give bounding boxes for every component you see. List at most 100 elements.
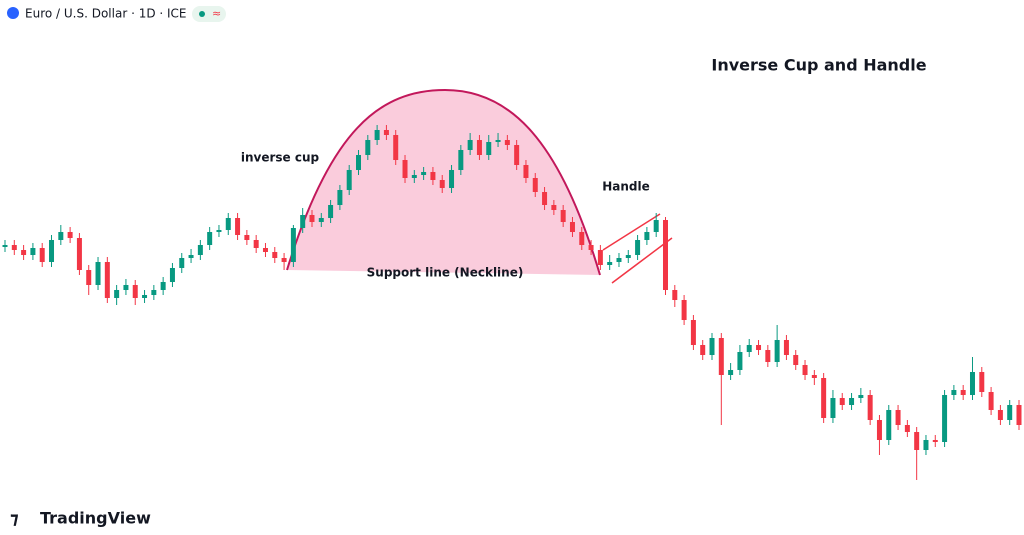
candle-body	[821, 378, 827, 418]
candle-body	[969, 372, 975, 395]
candle-body	[597, 250, 603, 265]
candle-body	[104, 262, 110, 298]
candle-body	[960, 390, 966, 395]
candle-body	[393, 135, 399, 160]
candle-body	[421, 172, 427, 175]
handle-channel	[611, 237, 673, 284]
candle-body	[467, 140, 473, 150]
candle-body	[235, 218, 241, 235]
candle-body	[486, 142, 492, 155]
candle-body	[867, 395, 873, 420]
candle-body	[160, 282, 166, 290]
status-icon: ≈	[212, 7, 221, 20]
candle-body	[886, 410, 892, 440]
logo-mark: ⁊	[10, 509, 19, 529]
candle-body	[356, 155, 362, 170]
candle-body	[765, 350, 771, 362]
cup-curve	[286, 88, 601, 276]
candle-body	[76, 238, 82, 270]
candle-body	[1007, 405, 1013, 420]
candle-body	[737, 352, 743, 370]
candle-body	[942, 395, 948, 442]
candle-body	[523, 165, 529, 178]
candle-body	[514, 145, 520, 165]
candle-body	[132, 285, 138, 298]
candle-body	[718, 338, 724, 375]
handle-channel	[602, 213, 661, 251]
candle-body	[746, 345, 752, 352]
candle-body	[262, 248, 268, 252]
candle-body	[179, 258, 185, 268]
candle-body	[532, 178, 538, 192]
candle-body	[328, 205, 334, 218]
candle-body	[411, 175, 417, 178]
candle-body	[281, 258, 287, 262]
candle-body	[253, 240, 259, 248]
candle-body	[849, 398, 855, 405]
candle-body	[30, 248, 36, 255]
status-dot	[199, 11, 205, 17]
candle-body	[914, 432, 920, 450]
candle-body	[858, 395, 864, 398]
candle-body	[607, 262, 613, 265]
candle-body	[449, 170, 455, 188]
candle-body	[551, 205, 557, 210]
candle-body	[662, 220, 668, 290]
candle-body	[207, 232, 213, 245]
candle-body	[67, 232, 73, 238]
candle-body	[476, 140, 482, 155]
candle-body	[811, 375, 817, 378]
logo: TradingView	[40, 509, 151, 528]
candle-body	[681, 300, 687, 320]
candle-body	[653, 220, 659, 232]
candle-body	[216, 230, 222, 232]
candle-body	[142, 295, 148, 298]
candle-body	[225, 218, 231, 230]
candle-body	[290, 228, 296, 262]
candle-body	[244, 235, 250, 240]
candle-body	[979, 372, 985, 392]
candles	[2, 125, 1022, 480]
candle-body	[690, 320, 696, 345]
candle-body	[616, 258, 622, 262]
candle-body	[997, 410, 1003, 420]
candle-body	[569, 222, 575, 232]
candle-body	[402, 160, 408, 178]
candle-body	[504, 140, 510, 145]
candle-body	[123, 285, 129, 290]
candle-body	[625, 255, 631, 258]
candle-body	[169, 268, 175, 282]
candle-body	[1016, 405, 1022, 425]
candle-body	[709, 338, 715, 355]
candle-body	[11, 245, 17, 250]
candle-body	[635, 240, 641, 255]
candle-body	[588, 245, 594, 250]
annotation: Handle	[602, 180, 650, 194]
candle-body	[830, 398, 836, 418]
candle-body	[839, 398, 845, 405]
candle-body	[728, 370, 734, 375]
candle-body	[783, 340, 789, 355]
candle-body	[337, 190, 343, 205]
candle-body	[439, 180, 445, 188]
candle-body	[876, 420, 882, 440]
candle-body	[346, 170, 352, 190]
candle-body	[318, 218, 324, 222]
candle-body	[672, 290, 678, 300]
candle-body	[560, 210, 566, 222]
candle-body	[114, 290, 120, 298]
annotation: inverse cup	[241, 151, 320, 165]
candle-body	[383, 130, 389, 135]
candle-body	[309, 215, 315, 222]
candle-body	[951, 390, 957, 395]
candle-body	[430, 172, 436, 180]
candle-body	[39, 248, 45, 262]
candle-body	[151, 290, 157, 295]
candle-body	[365, 140, 371, 155]
candle-body	[95, 262, 101, 285]
candle-body	[644, 232, 650, 240]
candle-body	[197, 245, 203, 255]
candle-body	[932, 440, 938, 442]
candle-body	[458, 150, 464, 170]
